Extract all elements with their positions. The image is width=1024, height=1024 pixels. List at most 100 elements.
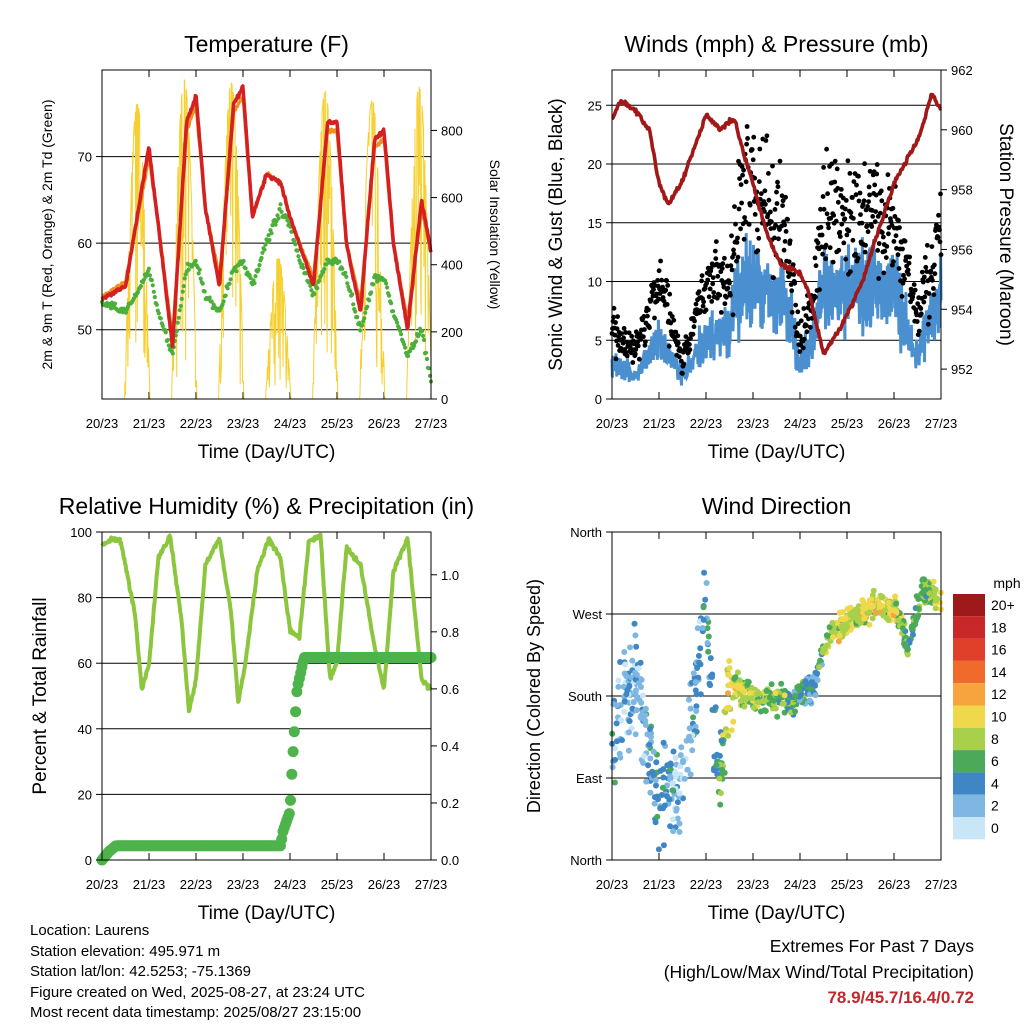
gust-point (785, 217, 790, 222)
dewpoint-point (193, 258, 198, 263)
direction-point (629, 657, 636, 664)
y-tick-label-right: 800 (441, 123, 463, 138)
gust-point (931, 292, 937, 298)
dewpoint-point (163, 330, 168, 335)
gust-point (642, 327, 647, 332)
dewpoint-point (198, 276, 203, 281)
x-axis-label: Time (Day/UTC) (198, 442, 336, 463)
gust-point (710, 275, 716, 280)
direction-point (895, 617, 902, 624)
gust-point (735, 254, 741, 260)
direction-point (632, 687, 639, 694)
direction-point (676, 820, 683, 827)
gust-point (842, 216, 848, 222)
chart-title: Temperature (F) (184, 31, 349, 57)
dewpoint-point (420, 333, 426, 338)
gust-point (633, 347, 639, 352)
y-tick-label-right: 1.0 (441, 568, 459, 583)
direction-point (634, 694, 640, 701)
direction-point (617, 717, 624, 724)
direction-point (835, 638, 842, 645)
gust-point (629, 333, 635, 339)
y-tick-label: 60 (78, 656, 92, 671)
gust-point (728, 292, 733, 298)
direction-point (792, 693, 799, 699)
gust-point (783, 194, 788, 200)
dewpoint-point (257, 263, 262, 268)
dewpoint-point (180, 289, 185, 294)
x-tick-label: 22/23 (180, 877, 213, 892)
gust-point (773, 222, 778, 228)
direction-point (659, 784, 666, 791)
direction-point (908, 623, 915, 630)
x-tick-label: 20/23 (596, 877, 629, 892)
direction-point (868, 596, 875, 603)
gust-point (806, 316, 811, 322)
y-tick-label: 50 (78, 323, 92, 338)
dewpoint-point (209, 299, 214, 304)
dewpoint-point (363, 310, 368, 315)
gust-point (817, 287, 822, 293)
gust-point (855, 255, 861, 261)
gust-point (734, 240, 740, 245)
direction-point (646, 741, 653, 748)
direction-point (609, 764, 616, 771)
x-tick-label: 23/23 (737, 877, 770, 892)
extremes-values: 78.9/45.7/16.4/0.72 (827, 988, 974, 1007)
x-tick-label: 22/23 (690, 416, 723, 431)
gust-point (937, 239, 943, 245)
dewpoint-point (403, 345, 408, 350)
gust-point (615, 343, 621, 348)
dewpoint-point (412, 343, 417, 348)
y-tick-label: 25 (588, 98, 602, 113)
gust-point (700, 303, 706, 309)
gust-point (652, 315, 657, 321)
y-tick-label-right: 962 (951, 63, 973, 78)
direction-point (817, 657, 824, 664)
y-tick-label-right: 960 (951, 123, 973, 138)
direction-point (692, 679, 699, 686)
gust-point (821, 165, 826, 170)
dewpoint-point (248, 275, 253, 281)
direction-point (689, 747, 696, 754)
direction-point (716, 775, 723, 782)
direction-point (718, 738, 725, 744)
dewpoint-point (263, 242, 268, 247)
y-axis-label: 2m & 9m T (Red, Orange) & 2m Td (Green) (39, 100, 55, 370)
direction-point (633, 643, 640, 650)
gust-point (752, 212, 758, 217)
direction-point (697, 645, 704, 652)
direction-point (635, 665, 642, 672)
y-tick-label: 40 (78, 722, 92, 737)
dewpoint-point (296, 254, 301, 259)
gust-point (906, 271, 911, 277)
dewpoint-point (259, 255, 264, 261)
direction-point (744, 681, 751, 688)
dewpoint-point (202, 289, 207, 294)
direction-point (757, 708, 764, 715)
gust-point (744, 141, 749, 147)
gust-point (772, 207, 778, 212)
direction-point (660, 842, 667, 849)
gust-point (867, 168, 873, 174)
dewpoint-point (389, 301, 394, 306)
gust-point (707, 286, 713, 292)
gust-point (665, 283, 671, 288)
dewpoint-point (228, 277, 233, 282)
gust-point (690, 331, 696, 337)
dewpoint-point (385, 285, 390, 290)
direction-point (612, 756, 618, 763)
direction-point (623, 673, 630, 680)
x-tick-label: 21/23 (133, 416, 166, 431)
direction-point (697, 691, 704, 698)
direction-point (681, 775, 688, 782)
dewpoint-point (426, 366, 432, 371)
gust-point (708, 265, 714, 271)
gust-point (897, 225, 902, 231)
gust-point (731, 247, 736, 253)
direction-point (726, 658, 733, 664)
dewpoint-point (292, 239, 297, 244)
direction-point (641, 753, 647, 760)
dewpoint-point (269, 231, 274, 236)
